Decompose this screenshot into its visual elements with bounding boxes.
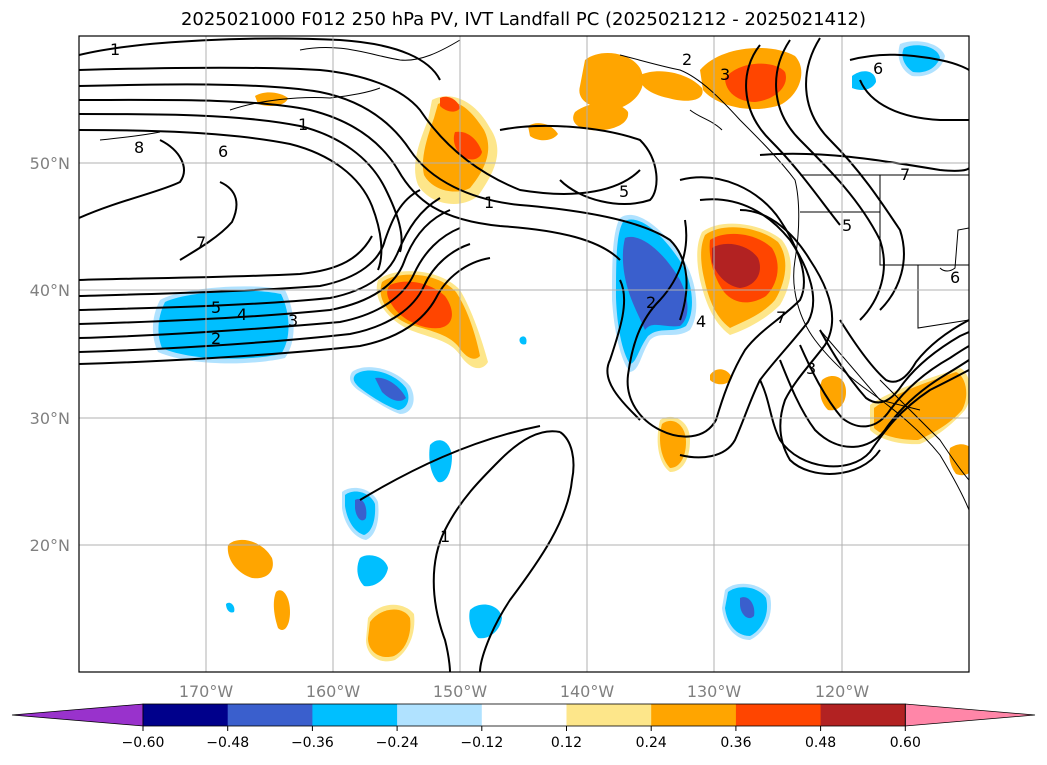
latitude-labels: 50°N 40°N 30°N 20°N — [30, 154, 70, 555]
contour-label: 7 — [900, 165, 910, 184]
colorbar-segment — [227, 704, 313, 726]
contour-label: 2 — [646, 293, 656, 312]
contour-label: 1 — [110, 40, 120, 59]
gridlines — [79, 36, 969, 672]
contour-label: 3 — [288, 311, 298, 330]
colorbar-segment — [397, 704, 483, 726]
contour-label: 3 — [806, 359, 816, 378]
negative-anomaly-shading — [152, 41, 945, 640]
contour-label: 6 — [873, 59, 883, 78]
colorbar-tick-label: −0.12 — [460, 735, 503, 751]
colorbar-tick-label: −0.36 — [291, 735, 334, 751]
contour-label: 7 — [776, 308, 786, 327]
positive-anomaly-shading — [227, 47, 969, 662]
contour-label: 1 — [484, 193, 494, 212]
colorbar-segment — [735, 704, 822, 726]
contour-label: 2 — [682, 50, 692, 69]
pv-contours — [79, 37, 969, 672]
colorbar-segment — [143, 704, 229, 726]
lat-tick-label: 20°N — [30, 536, 70, 555]
colorbar-tick-label: 0.12 — [551, 735, 582, 751]
contour-label: 1 — [298, 115, 308, 134]
map-frame — [78, 35, 970, 673]
contour-label: 3 — [720, 65, 730, 84]
contour-label: 6 — [950, 268, 960, 287]
lon-tick-label: 140°W — [560, 682, 615, 701]
lon-tick-label: 120°W — [815, 682, 870, 701]
map-title: 2025021000 F012 250 hPa PV, IVT Landfall… — [180, 9, 867, 30]
contour-label: 8 — [134, 138, 144, 157]
colorbar-segment — [566, 704, 652, 726]
colorbar-tick-label: −0.60 — [122, 735, 165, 751]
contour-label: 2 — [211, 329, 221, 348]
contour-label: 7 — [196, 233, 206, 252]
colorbar-segment — [481, 704, 567, 726]
colorbar-tick-label: −0.48 — [206, 735, 249, 751]
contour-label: 1 — [440, 527, 450, 546]
lat-tick-label: 30°N — [30, 409, 70, 428]
colorbar-segment — [820, 704, 906, 726]
map-layers: 1 8 6 1 7 5 4 3 2 1 5 2 4 7 3 2 3 6 7 5 … — [79, 36, 969, 672]
colorbar-segment — [312, 704, 398, 726]
colorbar-tick-label: 0.36 — [720, 735, 751, 751]
colorbar-extend-min — [11, 703, 144, 727]
colorbar-extend-max — [904, 703, 1036, 727]
contour-label: 5 — [619, 182, 629, 201]
colorbar-tick-label: 0.60 — [890, 735, 921, 751]
lon-tick-label: 130°W — [687, 682, 742, 701]
contour-label: 4 — [237, 305, 247, 324]
contour-labels: 1 8 6 1 7 5 4 3 2 1 5 2 4 7 3 2 3 6 7 5 … — [110, 40, 960, 546]
colorbar-tick-label: −0.24 — [376, 735, 419, 751]
lat-tick-label: 50°N — [30, 154, 70, 173]
colorbar: −0.60 −0.48 −0.36 −0.24 −0.12 0.12 0.24 0.36 0.4… — [11, 703, 1036, 751]
lat-tick-label: 40°N — [30, 281, 70, 300]
lon-tick-label: 150°W — [433, 682, 488, 701]
contour-label: 6 — [218, 142, 228, 161]
colorbar-tick-label: 0.24 — [636, 735, 667, 751]
colorbar-tick-label: 0.48 — [805, 735, 836, 751]
longitude-labels: 170°W 160°W 150°W 140°W 130°W 120°W — [179, 682, 870, 701]
lon-tick-label: 170°W — [179, 682, 234, 701]
colorbar-outline — [142, 703, 906, 727]
lon-tick-label: 160°W — [306, 682, 361, 701]
contour-label: 4 — [696, 312, 706, 331]
contour-label: 5 — [842, 216, 852, 235]
colorbar-segment — [651, 704, 737, 726]
contour-label: 5 — [211, 298, 221, 317]
